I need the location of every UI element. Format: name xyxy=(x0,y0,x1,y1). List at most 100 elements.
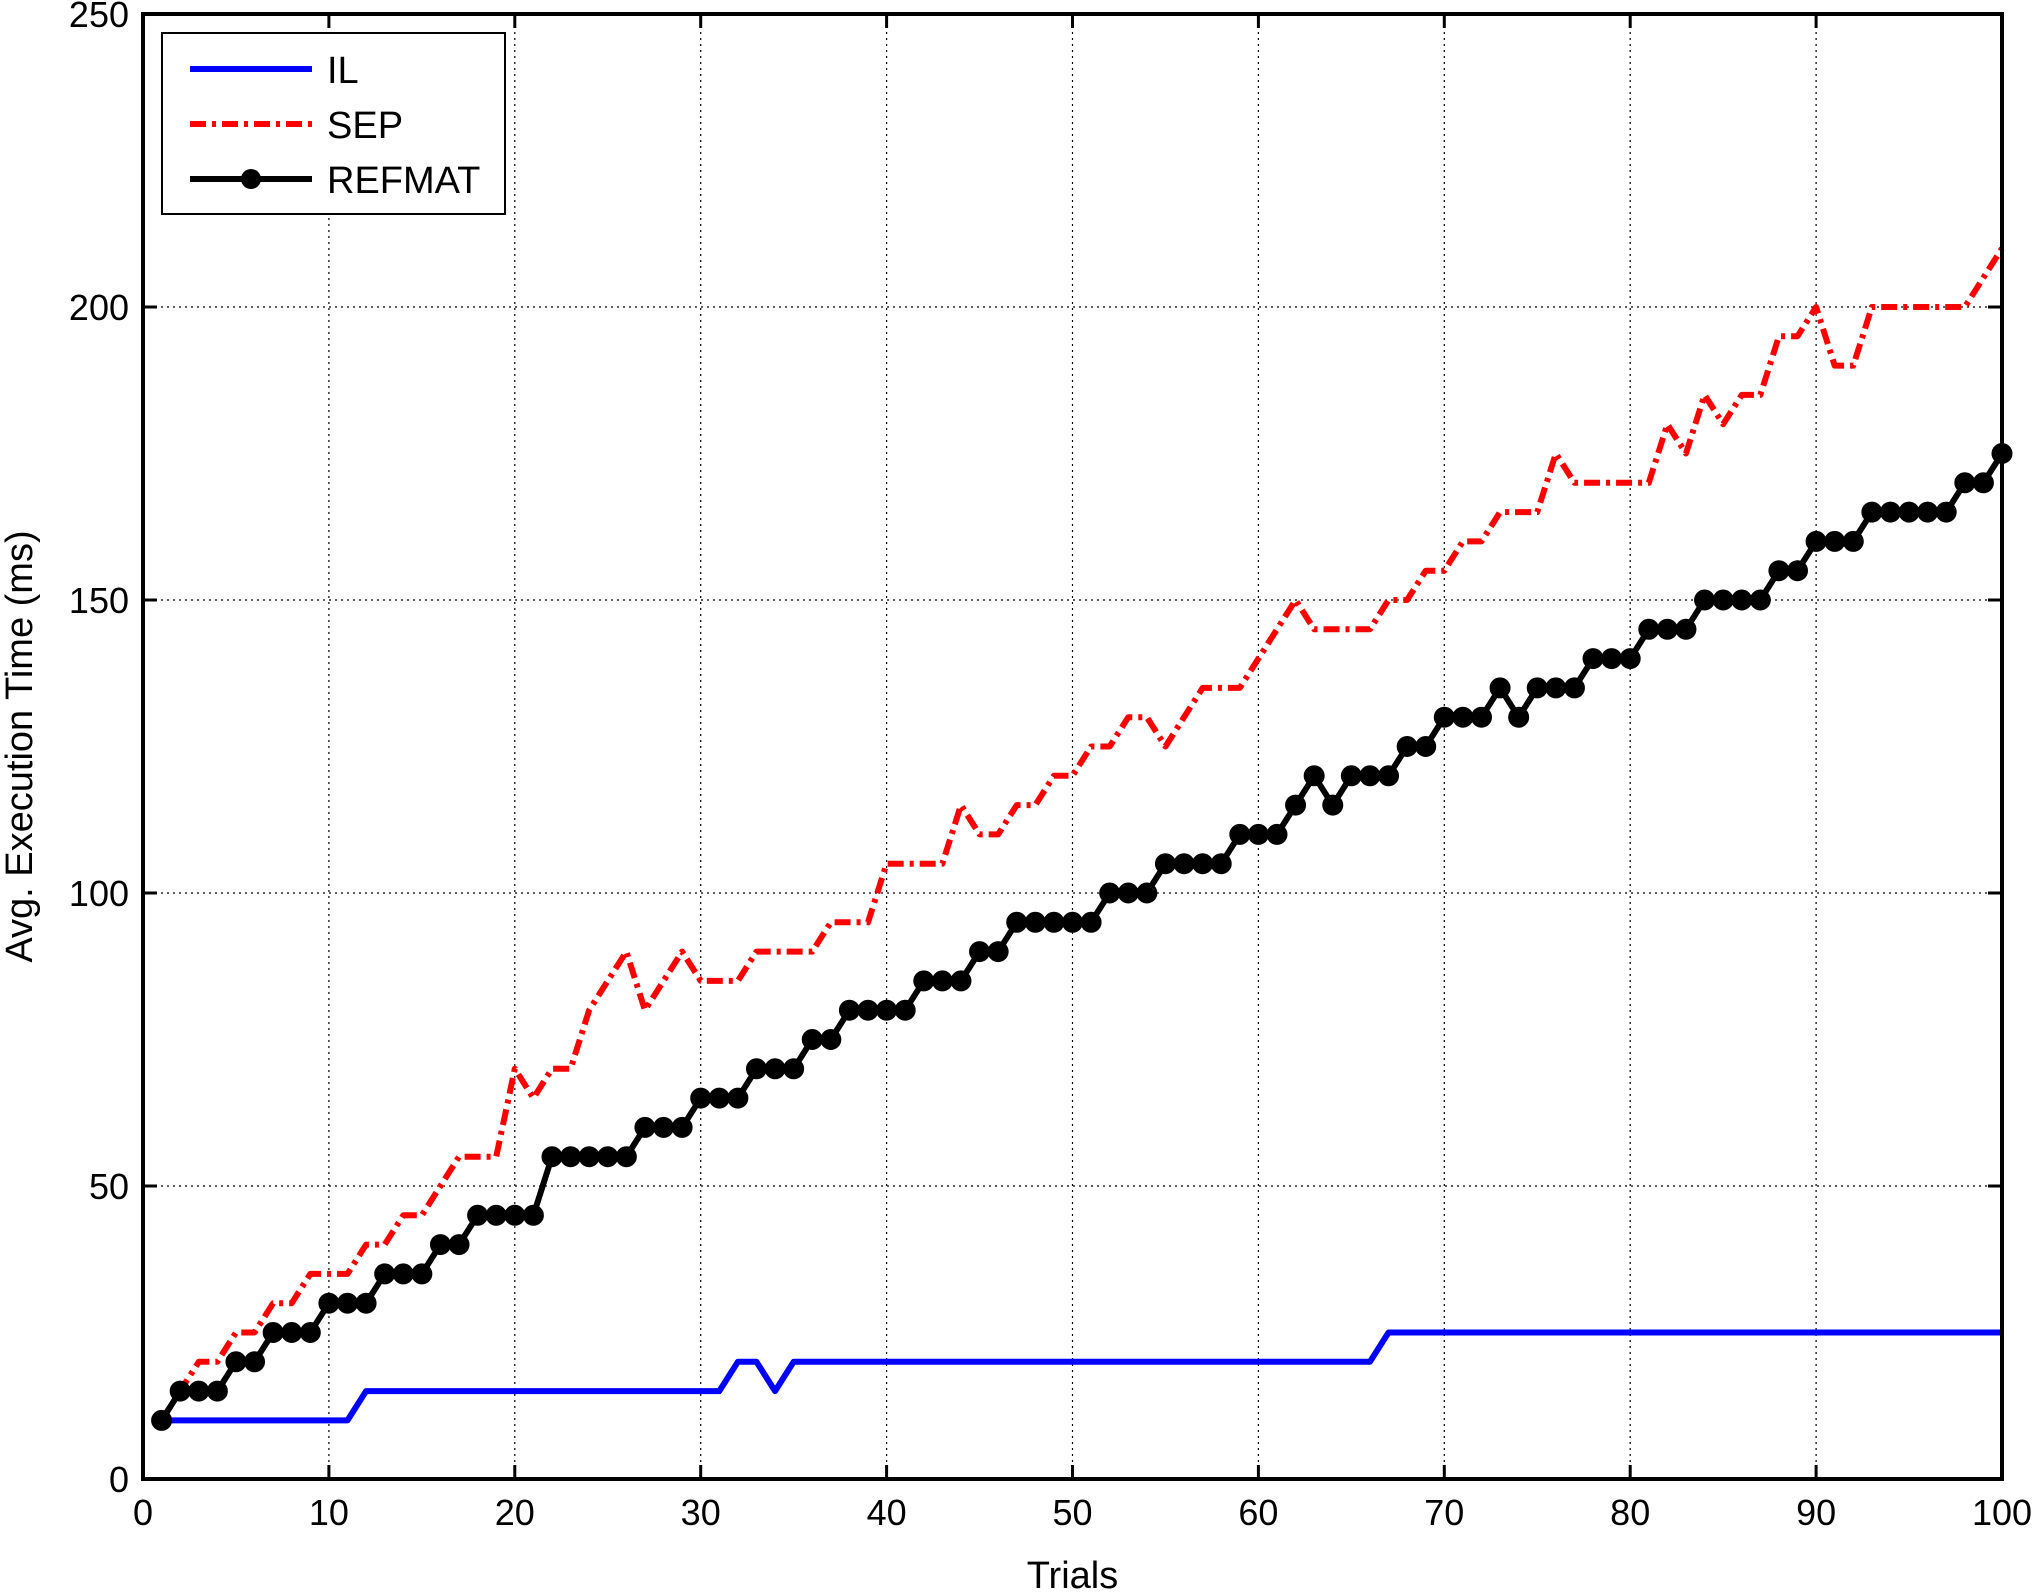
data-point xyxy=(1675,618,1697,640)
legend-entries: IL SEP REFMAT xyxy=(190,50,480,202)
data-point xyxy=(1954,472,1976,494)
x-tick-label: 80 xyxy=(1610,1492,1650,1533)
data-point xyxy=(485,1204,507,1226)
legend-marker xyxy=(241,169,261,189)
data-point xyxy=(1824,530,1846,552)
data-point xyxy=(281,1322,303,1343)
data-point xyxy=(1006,911,1028,933)
data-point xyxy=(1917,501,1939,523)
data-point xyxy=(1303,765,1325,787)
x-tick-label: 50 xyxy=(1052,1492,1092,1533)
data-point xyxy=(1526,677,1548,699)
series-sep xyxy=(159,246,2005,1423)
data-point xyxy=(1656,618,1678,640)
series-layer xyxy=(151,246,2013,1431)
data-point xyxy=(1601,648,1623,670)
data-point xyxy=(615,1146,637,1168)
data-point xyxy=(448,1234,470,1256)
x-tick-label: 30 xyxy=(681,1492,721,1533)
data-point xyxy=(1582,648,1604,670)
data-point xyxy=(1879,501,1901,523)
data-point xyxy=(1898,501,1920,523)
data-point xyxy=(987,941,1009,963)
data-point xyxy=(1024,911,1046,933)
data-point xyxy=(206,1380,228,1402)
data-point xyxy=(1340,765,1362,787)
data-point xyxy=(374,1263,396,1285)
x-tick-label: 10 xyxy=(309,1492,349,1533)
data-point xyxy=(262,1322,284,1343)
data-point xyxy=(429,1234,451,1256)
data-point xyxy=(244,1351,266,1373)
data-point xyxy=(1805,530,1827,552)
data-point xyxy=(1619,648,1641,670)
data-point xyxy=(1433,706,1455,728)
data-point xyxy=(876,999,898,1021)
data-point xyxy=(504,1204,526,1226)
y-tick-label: 50 xyxy=(89,1166,129,1207)
data-point xyxy=(1099,882,1121,904)
data-point xyxy=(336,1292,358,1314)
data-point xyxy=(169,1380,191,1402)
data-point xyxy=(1117,882,1139,904)
data-point xyxy=(671,1116,693,1138)
data-point xyxy=(467,1204,489,1226)
grid-lines xyxy=(143,14,2002,1479)
data-point xyxy=(188,1380,210,1402)
data-point xyxy=(931,970,953,992)
data-point xyxy=(1768,560,1790,582)
y-tick-label: 150 xyxy=(69,580,129,621)
data-point xyxy=(653,1116,675,1138)
series-line-sep xyxy=(159,246,2005,1423)
x-tick-label: 0 xyxy=(133,1492,153,1533)
y-tick-label: 250 xyxy=(69,0,129,35)
legend-label: IL xyxy=(327,50,359,92)
series-refmat xyxy=(151,443,2013,1431)
data-point xyxy=(578,1146,600,1168)
data-point xyxy=(1489,677,1511,699)
data-point xyxy=(1247,823,1269,845)
legend-label: REFMAT xyxy=(327,160,480,202)
data-point xyxy=(969,941,991,963)
y-tick-label: 0 xyxy=(109,1459,129,1500)
data-point xyxy=(1322,794,1344,816)
y-tick-label: 100 xyxy=(69,873,129,914)
series-line-il xyxy=(161,1329,2002,1424)
x-tick-label: 20 xyxy=(495,1492,535,1533)
x-tick-label: 100 xyxy=(1972,1492,2032,1533)
x-tick-label: 70 xyxy=(1424,1492,1464,1533)
x-tick-label: 60 xyxy=(1238,1492,1278,1533)
data-point xyxy=(225,1351,247,1373)
data-point xyxy=(1712,589,1734,611)
data-point xyxy=(522,1204,544,1226)
y-axis-label: Avg. Execution Time (ms) xyxy=(0,530,41,962)
legend-entry-refmat: REFMAT xyxy=(190,160,480,202)
data-point xyxy=(708,1087,730,1109)
data-point xyxy=(1545,677,1567,699)
data-point xyxy=(838,999,860,1021)
data-point xyxy=(1043,911,1065,933)
data-point xyxy=(1470,706,1492,728)
series-il xyxy=(161,1329,2002,1424)
data-point xyxy=(1154,853,1176,875)
data-point xyxy=(1415,736,1437,757)
data-point xyxy=(1638,618,1660,640)
data-point xyxy=(801,1029,823,1050)
data-point xyxy=(745,1058,767,1080)
data-point xyxy=(1062,911,1083,933)
data-point xyxy=(541,1146,563,1168)
data-point xyxy=(764,1058,786,1080)
data-point xyxy=(318,1292,340,1314)
x-tick-label: 40 xyxy=(867,1492,907,1533)
data-point xyxy=(355,1292,377,1314)
data-point xyxy=(1694,589,1716,611)
x-axis-label: Trials xyxy=(1027,1555,1118,1592)
data-point xyxy=(597,1146,619,1168)
data-point xyxy=(1080,911,1102,933)
data-point xyxy=(1173,853,1195,875)
data-point xyxy=(857,999,879,1021)
data-point xyxy=(1396,736,1418,757)
data-point xyxy=(1861,501,1883,523)
